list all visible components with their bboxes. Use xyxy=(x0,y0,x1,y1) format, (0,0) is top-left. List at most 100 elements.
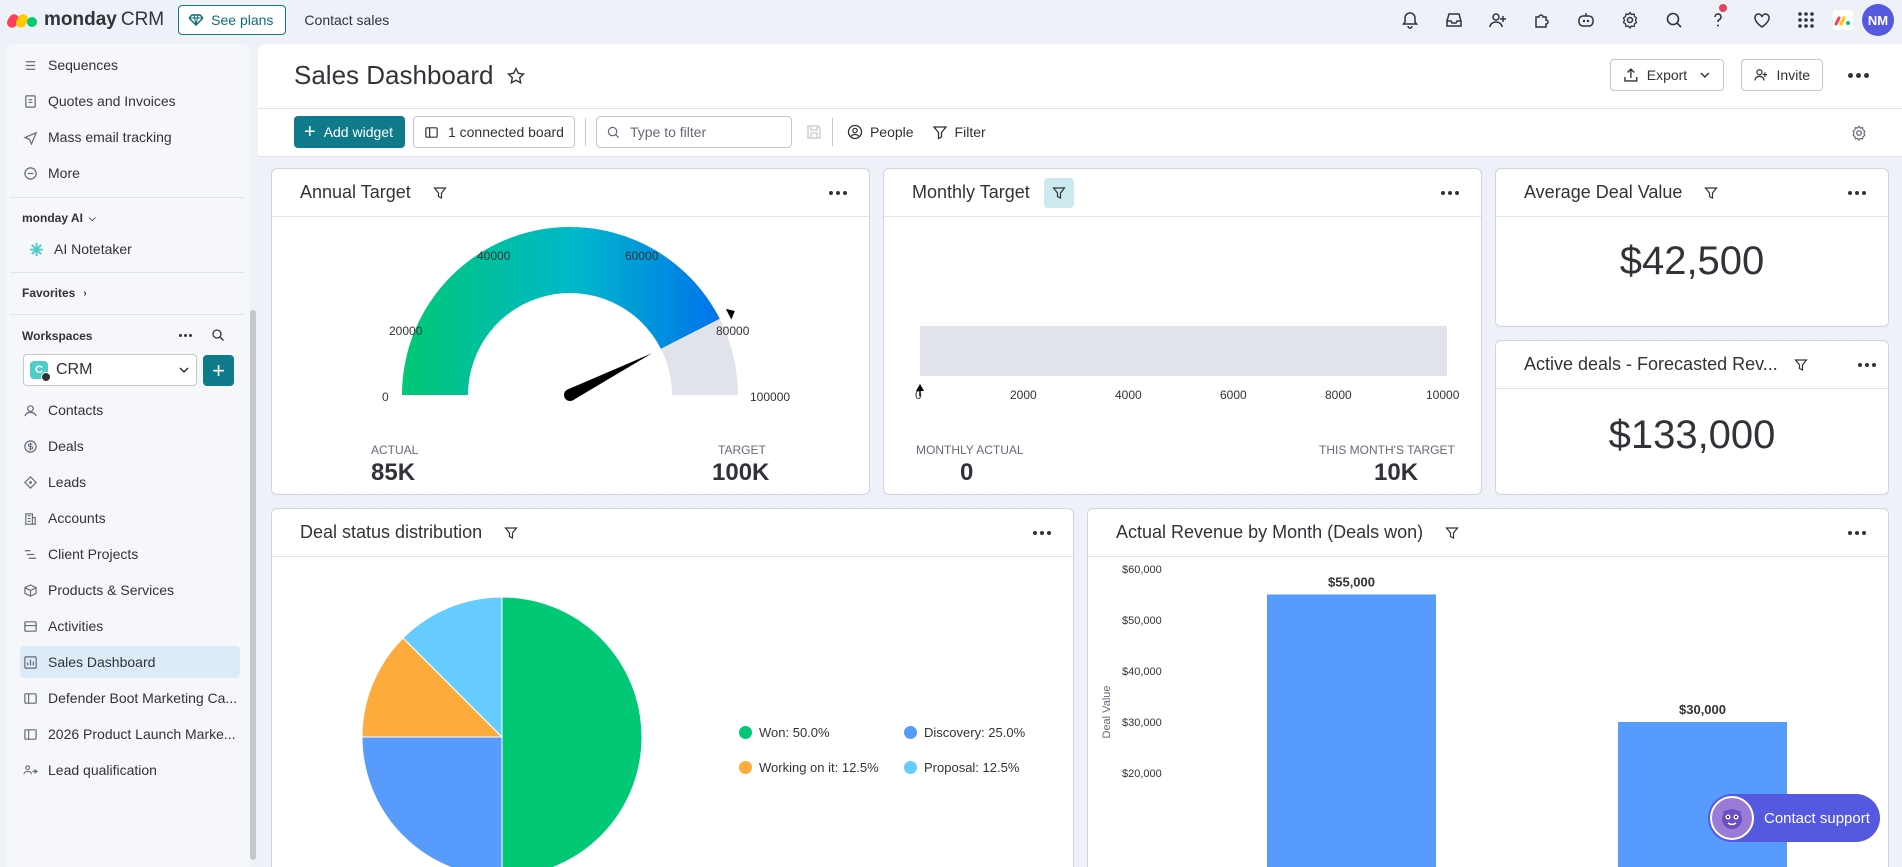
invite-button[interactable]: Invite xyxy=(1741,59,1823,91)
user-avatar[interactable]: NM xyxy=(1862,4,1894,36)
widget-more-icon[interactable] xyxy=(1858,363,1876,367)
sidebar-item-deals[interactable]: Deals xyxy=(10,430,240,462)
workspace-search-icon[interactable] xyxy=(211,328,225,342)
sidebar-item-label: Sequences xyxy=(48,57,119,73)
board-icon xyxy=(425,126,438,138)
widget-filter-button[interactable] xyxy=(1696,178,1726,208)
pie-slice-won[interactable] xyxy=(501,596,643,867)
see-plans-label: See plans xyxy=(211,12,274,28)
sidebar-item-quotes[interactable]: Quotes and Invoices xyxy=(10,85,240,117)
gauge-needle-hub xyxy=(564,389,576,401)
sidebar-item-mass-email[interactable]: Mass email tracking xyxy=(10,121,240,153)
revenue-bar[interactable] xyxy=(1267,594,1436,867)
add-workspace-item-button[interactable]: + xyxy=(203,355,234,386)
sidebar: Sequences Quotes and Invoices Mass email… xyxy=(0,40,258,867)
legend-swatch xyxy=(739,726,752,739)
widget-filter-button[interactable] xyxy=(1437,518,1467,548)
monday-ai-section[interactable]: monday AI ⌵ xyxy=(22,208,96,228)
top-bar: monday CRM See plans Contact sales NM xyxy=(0,0,1902,40)
chevron-down-icon: ⌵ xyxy=(88,212,96,223)
widget-more-icon[interactable] xyxy=(829,191,847,195)
widget-more-icon[interactable] xyxy=(1848,531,1866,535)
sidebar-item-more[interactable]: More xyxy=(10,157,240,189)
add-widget-button[interactable]: + Add widget xyxy=(294,116,405,148)
sidebar-item-contacts[interactable]: Contacts xyxy=(10,394,240,426)
sidebar-item-sales-dashboard[interactable]: Sales Dashboard xyxy=(20,646,240,678)
target-icon xyxy=(22,474,38,490)
add-person-icon xyxy=(1754,69,1768,81)
help-icon[interactable] xyxy=(1696,0,1740,40)
sidebar-scrollbar[interactable] xyxy=(250,310,256,860)
workspace-selector[interactable]: C CRM xyxy=(23,354,197,386)
monthly-actual-value: 0 xyxy=(960,459,974,486)
monday-logo[interactable]: monday CRM xyxy=(5,0,164,40)
sidebar-item-lead-qualification[interactable]: Lead qualification xyxy=(10,754,240,786)
widget-filter-button[interactable] xyxy=(425,178,455,208)
gauge-target-marker xyxy=(725,308,735,320)
see-plans-button[interactable]: See plans xyxy=(178,5,287,35)
sidebar-item-label: Contacts xyxy=(48,402,104,418)
sidebar-item-sequences[interactable]: Sequences xyxy=(10,49,240,81)
sidebar-item-client-projects[interactable]: Client Projects xyxy=(10,538,240,570)
people-filter-button[interactable]: People xyxy=(847,124,914,140)
widget-more-icon[interactable] xyxy=(1848,191,1866,195)
invite-label: Invite xyxy=(1776,67,1810,83)
sidebar-item-label: 2026 Product Launch Marke... xyxy=(48,726,236,742)
filter-button[interactable]: Filter xyxy=(932,124,986,140)
contact-sales-link[interactable]: Contact sales xyxy=(304,12,390,28)
sidebar-item-product-launch[interactable]: 2026 Product Launch Marke... xyxy=(10,718,240,750)
notifications-icon[interactable] xyxy=(1388,0,1432,40)
chevron-right-icon: › xyxy=(83,287,87,299)
export-button[interactable]: Export xyxy=(1610,59,1724,91)
gauge-tick: 100000 xyxy=(750,390,791,404)
filter-search-input[interactable]: Type to filter xyxy=(595,116,792,148)
invite-members-icon[interactable] xyxy=(1476,0,1520,40)
widget-more-icon[interactable] xyxy=(1441,191,1459,195)
pie-slice-proposal[interactable] xyxy=(402,596,503,739)
pie-slice-discovery[interactable] xyxy=(361,736,503,867)
monday-product-switcher-icon[interactable] xyxy=(1828,0,1858,40)
sidebar-item-label: Activities xyxy=(48,618,104,634)
search-icon[interactable] xyxy=(1652,0,1696,40)
active-deals-value: $133,000 xyxy=(1608,413,1776,457)
chevron-down-icon xyxy=(1700,72,1710,79)
widget-filter-button[interactable] xyxy=(496,518,526,548)
legend-swatch xyxy=(904,726,917,739)
star-icon[interactable] xyxy=(507,66,526,85)
apps-grid-icon[interactable] xyxy=(1784,0,1828,40)
dashboard-settings-icon[interactable] xyxy=(1850,124,1868,142)
inbox-icon[interactable] xyxy=(1432,0,1476,40)
connected-board-button[interactable]: 1 connected board xyxy=(412,116,575,148)
widget-filter-button[interactable] xyxy=(1043,177,1074,208)
filter-icon xyxy=(433,186,447,199)
gauge-needle xyxy=(564,353,652,401)
contact-support-button[interactable]: Contact support xyxy=(1708,794,1880,842)
sidebar-item-products[interactable]: Products & Services xyxy=(10,574,240,606)
workspaces-more-icon[interactable] xyxy=(179,334,192,337)
widget-filter-button[interactable] xyxy=(1786,350,1816,380)
y-tick-label: $40,000 xyxy=(1122,666,1162,678)
box-icon xyxy=(22,582,38,598)
heart-icon[interactable] xyxy=(1740,0,1784,40)
sidebar-item-ai-notetaker[interactable]: AI Notetaker xyxy=(18,233,248,265)
widget-more-icon[interactable] xyxy=(1033,531,1051,535)
connected-board-label: 1 connected board xyxy=(447,124,564,140)
legend-swatch xyxy=(739,761,752,774)
project-lines-icon xyxy=(22,546,38,562)
save-view-icon[interactable] xyxy=(806,124,822,140)
top-icon-bar: NM xyxy=(1388,0,1902,40)
apps-marketplace-icon[interactable] xyxy=(1520,0,1564,40)
add-widget-label: Add widget xyxy=(323,124,393,140)
sidebar-item-leads[interactable]: Leads xyxy=(10,466,240,498)
sidebar-item-activities[interactable]: Activities xyxy=(10,610,240,642)
widget-title: Annual Target xyxy=(300,182,411,202)
settings-gear-icon[interactable] xyxy=(1608,0,1652,40)
more-options-icon[interactable] xyxy=(1848,73,1869,78)
dollar-icon xyxy=(22,438,38,454)
ai-assistant-icon[interactable] xyxy=(1564,0,1608,40)
pie-slice-working-on-it[interactable] xyxy=(361,637,504,738)
sidebar-divider xyxy=(10,314,244,315)
sidebar-item-accounts[interactable]: Accounts xyxy=(10,502,240,534)
sidebar-item-defender-boot[interactable]: Defender Boot Marketing Ca... xyxy=(10,682,240,714)
favorites-section[interactable]: Favorites › xyxy=(22,283,87,303)
